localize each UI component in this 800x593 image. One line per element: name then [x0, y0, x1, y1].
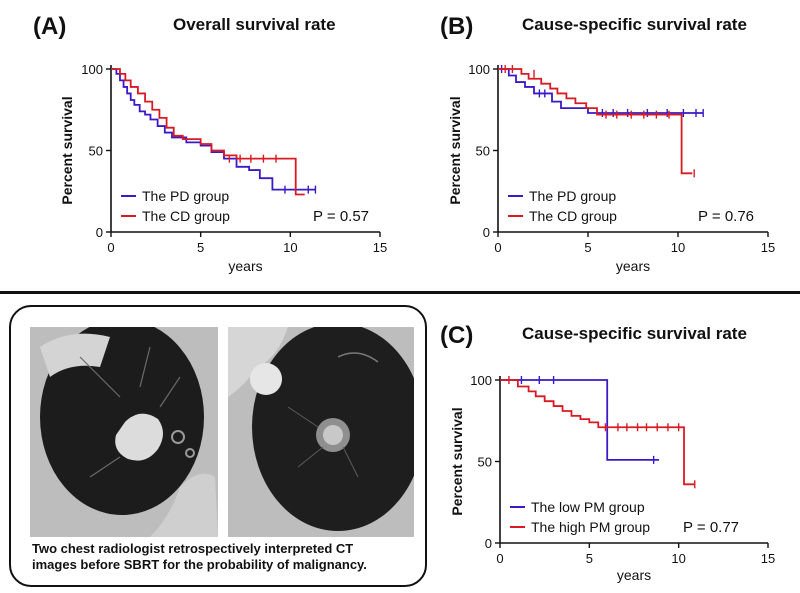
chart-b-x-tick-label: 15	[761, 240, 775, 255]
panel-label-a: (A)	[33, 13, 67, 40]
chart-a-series-line-0	[111, 68, 316, 191]
chart-b-legend-label-1: The CD group	[529, 208, 617, 224]
chart-a-legend-label-1: The CD group	[142, 208, 230, 224]
chart-a-y-tick-label: 0	[96, 225, 103, 240]
chart-b-y-axis-label: Percent survival	[447, 96, 463, 204]
chart-a-x-tick-label: 0	[107, 240, 114, 255]
chart-b-p-value: P = 0.76	[698, 208, 754, 225]
section-divider	[0, 291, 800, 294]
chart-c-p-value: P = 0.77	[683, 519, 739, 536]
chart-c-y-axis-label: Percent survival	[449, 407, 465, 515]
chart-c-y-tick-label: 50	[478, 455, 492, 470]
chart-b-legend-label-0: The PD group	[529, 188, 616, 204]
chart-a-p-value: P = 0.57	[313, 208, 369, 225]
chart-a-legend-label-0: The PD group	[142, 188, 229, 204]
chart-c-y-tick-label: 0	[485, 536, 492, 551]
chart-b-y-tick-label: 50	[476, 144, 490, 159]
ct-caption: Two chest radiologist retrospectively in…	[32, 541, 412, 573]
chart-c-x-tick-label: 0	[496, 551, 503, 566]
chart-c-x-tick-label: 15	[761, 551, 775, 566]
ct-caption-line-1: Two chest radiologist retrospectively in…	[32, 541, 354, 556]
chart-b-x-tick-label: 10	[671, 240, 685, 255]
chart-c-x-axis-label: years	[617, 567, 651, 583]
chart-b-x-axis-label: years	[616, 258, 650, 274]
chart-b-y-tick-label: 0	[483, 225, 490, 240]
ct-image-right	[228, 327, 414, 537]
panel-label-c: (C)	[440, 322, 474, 349]
chart-title-c: Cause-specific survival rate	[522, 324, 747, 343]
chart-c-legend-label-0: The low PM group	[531, 499, 645, 515]
chart-a-x-tick-label: 10	[283, 240, 297, 255]
ct-caption-line-2: images before SBRT for the probability o…	[32, 557, 367, 572]
chart-c-y-tick-label: 100	[470, 373, 492, 388]
chart-c-series-line-1	[500, 379, 695, 486]
chart-a-x-axis-label: years	[228, 258, 262, 274]
chart-a-y-tick-label: 100	[81, 62, 103, 77]
chart-b-x-tick-label: 0	[494, 240, 501, 255]
chart-a-y-axis-label: Percent survival	[59, 96, 75, 204]
km-chart-cause-specific-survival-b: 0 50 100 0 5 10 15 years Percent survival The PD …	[447, 62, 775, 274]
chart-c-x-tick-label: 10	[671, 551, 685, 566]
chart-a-x-tick-label: 15	[373, 240, 387, 255]
chart-b-x-tick-label: 5	[584, 240, 591, 255]
chart-b-series-line-1	[498, 68, 693, 175]
chart-c-legend-label-1: The high PM group	[531, 519, 650, 535]
chart-title-a: Overall survival rate	[173, 15, 336, 34]
chart-c-x-tick-label: 5	[586, 551, 593, 566]
chart-b-y-tick-label: 100	[468, 62, 490, 77]
km-chart-overall-survival: 0 50 100 0 5 10 15 years Percent survival The PD …	[59, 62, 387, 274]
chart-a-y-tick-label: 50	[89, 144, 103, 159]
panel-label-b: (B)	[440, 13, 474, 40]
chart-a-series-line-1	[111, 68, 305, 196]
chart-title-b: Cause-specific survival rate	[522, 15, 747, 34]
chart-a-x-tick-label: 5	[197, 240, 204, 255]
ct-image-left	[30, 327, 218, 537]
